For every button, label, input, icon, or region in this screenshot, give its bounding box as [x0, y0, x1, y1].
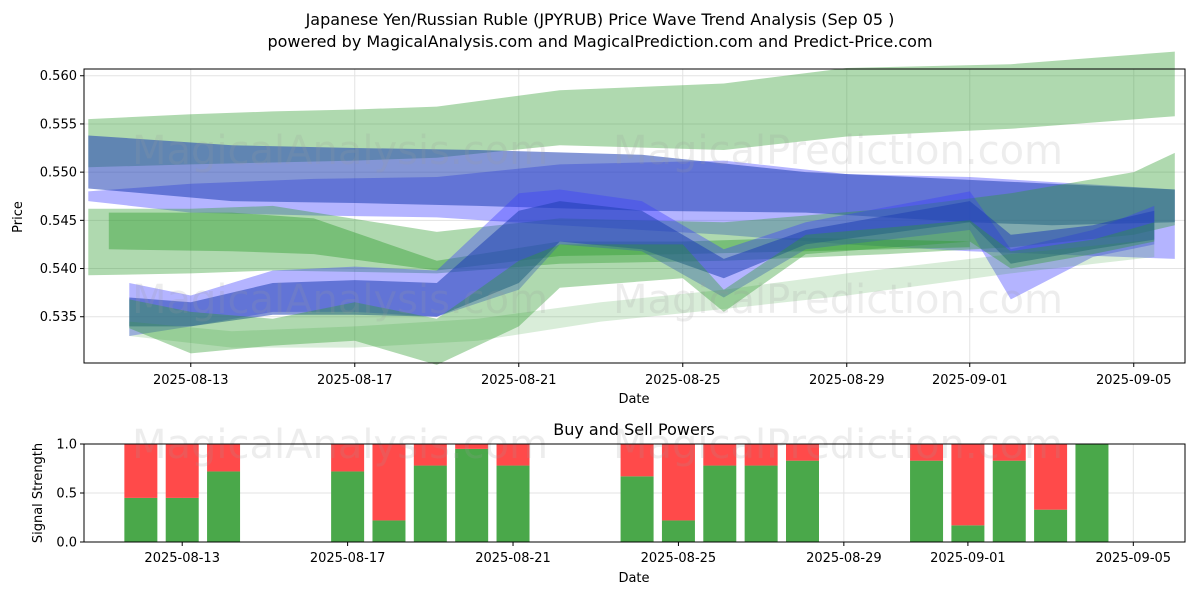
wave-band-green [129, 220, 1155, 365]
main-x-tick-label: 2025-08-17 [317, 373, 393, 388]
main-y-tick-label: 0.535 [40, 310, 77, 325]
chart-title: Japanese Yen/Russian Ruble (JPYRUB) Pric… [305, 10, 895, 29]
main-x-tick-label: 2025-08-13 [153, 373, 229, 388]
buy-bar [992, 460, 1026, 542]
main-x-tick-label: 2025-08-25 [645, 373, 721, 388]
main-x-tick-label: 2025-08-29 [809, 373, 885, 388]
buy-bar [744, 465, 778, 542]
buy-bar [1075, 444, 1109, 542]
watermark-text: MagicalPrediction.com [613, 277, 1063, 323]
power-chart-title: Buy and Sell Powers [553, 420, 715, 439]
main-y-tick-label: 0.555 [40, 117, 77, 132]
main-y-tick-label: 0.540 [40, 262, 77, 277]
sell-bar [207, 444, 241, 472]
power-x-tick-label: 2025-08-29 [806, 551, 882, 566]
sell-bar [910, 444, 944, 461]
main-x-tick-label: 2025-09-01 [932, 373, 1008, 388]
main-y-tick-label: 0.545 [40, 214, 77, 229]
power-x-tick-label: 2025-09-05 [1096, 551, 1172, 566]
wave-band-dark-green [108, 212, 970, 271]
power-y-tick-label: 0.5 [56, 487, 77, 502]
power-x-tick-label: 2025-08-13 [144, 551, 220, 566]
chart-subtitle: powered by MagicalAnalysis.com and Magic… [267, 32, 933, 51]
power-y-tick-label: 0.0 [56, 536, 77, 551]
buy-bar [331, 471, 365, 542]
main-plot-frame [83, 68, 1186, 364]
sell-bar [455, 444, 489, 449]
main-y-axis-label: Price [11, 201, 26, 233]
sell-bar [372, 444, 406, 521]
watermark-text: MagicalPrediction.com [613, 422, 1063, 468]
buy-bar [703, 465, 737, 542]
wave-band-light-green [129, 239, 1155, 348]
sell-bar [1034, 444, 1068, 510]
sell-bar [331, 444, 365, 472]
main-x-tick-label: 2025-09-05 [1096, 373, 1172, 388]
main-axes: 2025-08-13 2025-08-17 2025-08-21 2025-08-25… [40, 69, 1172, 388]
power-axes: 2025-08-13 2025-08-17 2025-08-21 2025-08-25… [56, 438, 1171, 567]
main-y-tick-label: 0.550 [40, 166, 77, 181]
wave-band-dark-blue [129, 201, 1155, 327]
buy-bar [372, 520, 406, 542]
power-y-tick-label: 1.0 [56, 438, 77, 453]
wave-band-dark-blue [88, 135, 1175, 226]
buy-bar [620, 476, 654, 542]
buy-bar [207, 471, 241, 542]
main-y-tick-label: 0.560 [40, 69, 77, 84]
sell-bar [992, 444, 1026, 461]
power-x-tick-label: 2025-09-01 [930, 551, 1006, 566]
sell-bar [496, 444, 530, 466]
sell-bar [413, 444, 447, 466]
power-x-tick-label: 2025-08-21 [475, 551, 551, 566]
sell-bar [703, 444, 737, 466]
buy-bar [455, 448, 489, 542]
buy-bar [496, 465, 530, 542]
buy-bar [785, 460, 819, 542]
sell-bar [620, 444, 654, 477]
main-watermarks: MagicalAnalysis.com MagicalPrediction.com… [132, 128, 1063, 323]
wave-band-green [88, 152, 1175, 276]
sell-bar [165, 444, 199, 498]
sell-bar [744, 444, 778, 466]
power-x-tick-label: 2025-08-17 [310, 551, 386, 566]
buy-bar [661, 520, 695, 542]
buy-bar [124, 497, 158, 542]
main-x-axis-label: Date [618, 392, 649, 407]
main-x-tick-label: 2025-08-21 [481, 373, 557, 388]
power-bars [124, 444, 1109, 542]
power-watermarks: MagicalAnalysis.com MagicalPrediction.com [132, 422, 1063, 468]
buy-bar [910, 460, 944, 542]
watermark-text: MagicalAnalysis.com [132, 128, 548, 174]
wave-bands [88, 51, 1175, 365]
sell-bar [785, 444, 819, 461]
power-y-axis-label: Signal Strength [31, 443, 46, 543]
buy-bar [413, 465, 447, 542]
power-x-tick-label: 2025-08-25 [641, 551, 717, 566]
wave-band-green [88, 51, 1175, 168]
watermark-text: MagicalAnalysis.com [132, 422, 548, 468]
sell-bar [951, 444, 985, 526]
watermark-text: MagicalPrediction.com [613, 128, 1063, 174]
sell-bar [661, 444, 695, 521]
sell-bar [124, 444, 158, 498]
power-x-axis-label: Date [618, 571, 649, 586]
buy-bar [1034, 509, 1068, 542]
buy-bar [951, 525, 985, 542]
buy-bar [165, 497, 199, 542]
watermark-text: MagicalAnalysis.com [132, 277, 548, 323]
